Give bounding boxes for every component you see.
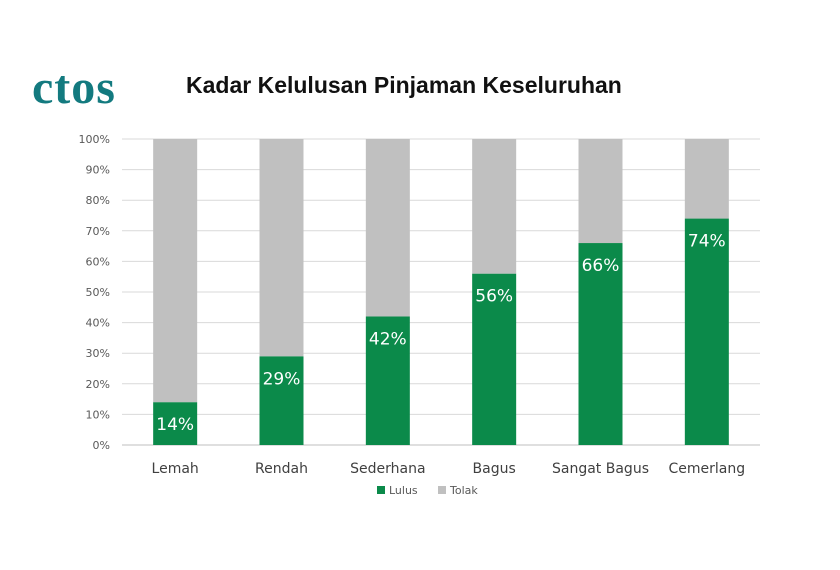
chart-title: Kadar Kelulusan Pinjaman Keseluruhan xyxy=(186,72,622,98)
bar-tolak-4 xyxy=(578,139,623,244)
bars: 14% 29% 42% 56% 66% 74% xyxy=(153,139,729,445)
bar-tolak-5 xyxy=(684,139,729,219)
gridlines xyxy=(122,138,760,446)
data-label: 42% xyxy=(369,329,407,349)
bar-lulus-2 xyxy=(365,316,410,445)
data-label: 14% xyxy=(156,415,194,435)
x-category-label: Sangat Bagus xyxy=(552,461,649,477)
ctos-logo: ctos xyxy=(32,62,116,112)
bar-lulus-1 xyxy=(259,356,304,445)
x-category-label: Rendah xyxy=(255,461,308,477)
bar-lulus-0 xyxy=(153,402,198,445)
svg-text:ctos: ctos xyxy=(32,62,116,112)
y-tick-label: 100% xyxy=(79,133,110,146)
data-label: 29% xyxy=(263,369,301,389)
data-label: 66% xyxy=(582,256,620,276)
y-tick-label: 20% xyxy=(86,378,110,391)
y-tick-label: 70% xyxy=(86,225,110,238)
bar-tolak-3 xyxy=(472,139,517,274)
bar-lulus-3 xyxy=(472,273,517,445)
x-axis-categories: Lemah Rendah Sederhana Bagus Sangat Bagus Cem… xyxy=(152,461,746,477)
legend-swatch xyxy=(377,486,385,494)
legend-label: Tolak xyxy=(449,484,478,497)
y-tick-label: 30% xyxy=(86,347,110,360)
data-label: 74% xyxy=(688,232,726,252)
data-label: 56% xyxy=(475,287,513,307)
bar-tolak-2 xyxy=(365,139,410,317)
y-tick-label: 0% xyxy=(93,439,110,452)
bar-lulus-5 xyxy=(684,218,729,445)
bar-tolak-1 xyxy=(259,139,304,357)
y-tick-label: 50% xyxy=(86,286,110,299)
y-tick-label: 60% xyxy=(86,255,110,268)
y-tick-label: 80% xyxy=(86,194,110,207)
x-category-label: Sederhana xyxy=(350,461,425,477)
y-tick-label: 40% xyxy=(86,317,110,330)
bar-lulus-4 xyxy=(578,243,623,445)
legend: Lulus Tolak xyxy=(377,484,478,497)
x-category-label: Lemah xyxy=(152,461,199,477)
x-category-label: Cemerlang xyxy=(669,461,746,477)
x-category-label: Bagus xyxy=(473,461,516,477)
legend-swatch xyxy=(438,486,446,494)
bar-tolak-0 xyxy=(153,139,198,403)
y-tick-label: 90% xyxy=(86,164,110,177)
legend-label: Lulus xyxy=(389,484,418,497)
y-axis-ticks: 0% 10% 20% 30% 40% 50% 60% 70% 80% 90% 100% xyxy=(79,133,110,452)
y-tick-label: 10% xyxy=(86,408,110,421)
